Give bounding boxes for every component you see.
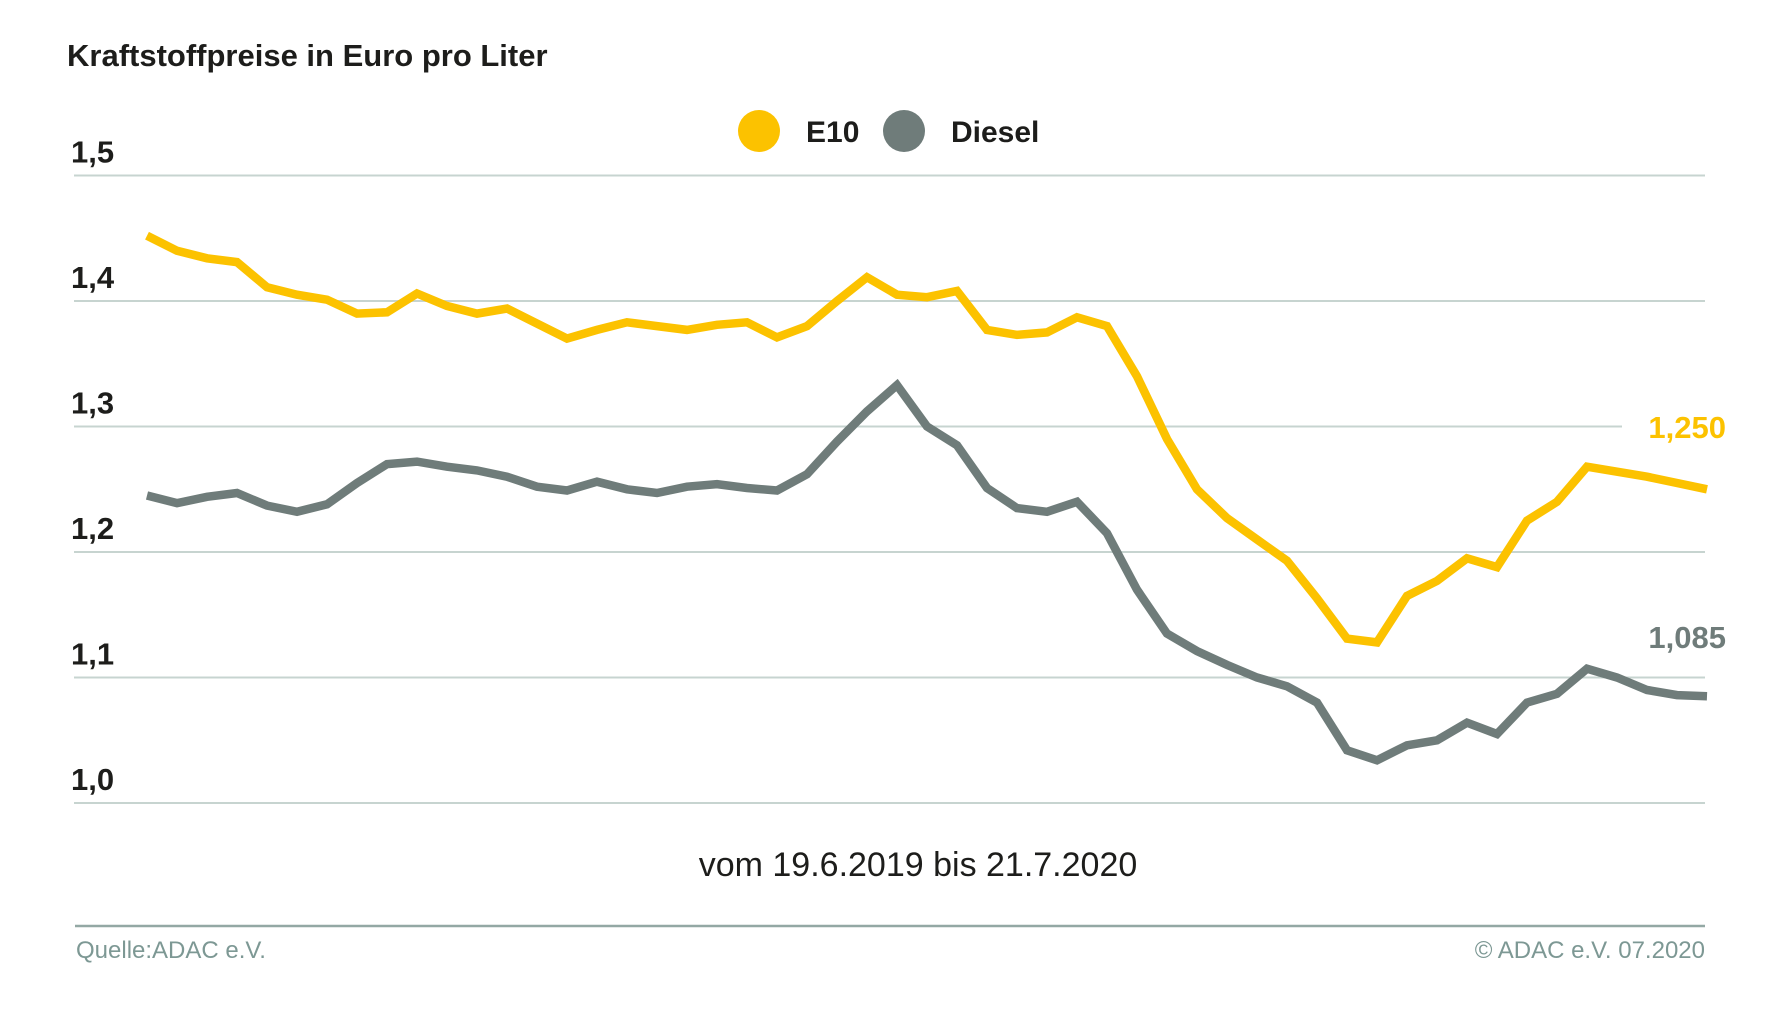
x-axis-caption: vom 19.6.2019 bis 21.7.2020 <box>699 846 1138 884</box>
y-tick-label-1,2: 1,2 <box>71 511 114 546</box>
y-tick-label-1,0: 1,0 <box>71 762 114 797</box>
e10-end-value-label: 1,250 <box>1648 410 1726 445</box>
legend: E10 Diesel <box>738 110 1039 152</box>
chart-title: Kraftstoffpreise in Euro pro Liter <box>67 38 548 73</box>
y-tick-label-1,1: 1,1 <box>71 637 114 672</box>
legend-e10-circle-icon <box>738 110 780 152</box>
series-line-diesel <box>145 378 1708 765</box>
data-series <box>145 231 1708 765</box>
series-line-e10 <box>145 231 1708 647</box>
footer-copyright: © ADAC e.V. 07.2020 <box>1475 937 1705 964</box>
legend-diesel-circle-icon <box>883 110 925 152</box>
y-tick-label-1,3: 1,3 <box>71 386 114 421</box>
gridlines <box>74 174 1705 804</box>
legend-diesel-label: Diesel <box>951 116 1039 149</box>
y-tick-label-1,4: 1,4 <box>71 260 115 295</box>
diesel-end-value-label: 1,085 <box>1648 620 1726 655</box>
footer-source: Quelle:ADAC e.V. <box>76 937 266 964</box>
y-axis-tick-labels: 1,5 1,4 1,3 1,2 1,1 1,0 <box>71 135 115 798</box>
legend-e10-label: E10 <box>806 116 859 149</box>
y-tick-label-1,5: 1,5 <box>71 135 114 170</box>
